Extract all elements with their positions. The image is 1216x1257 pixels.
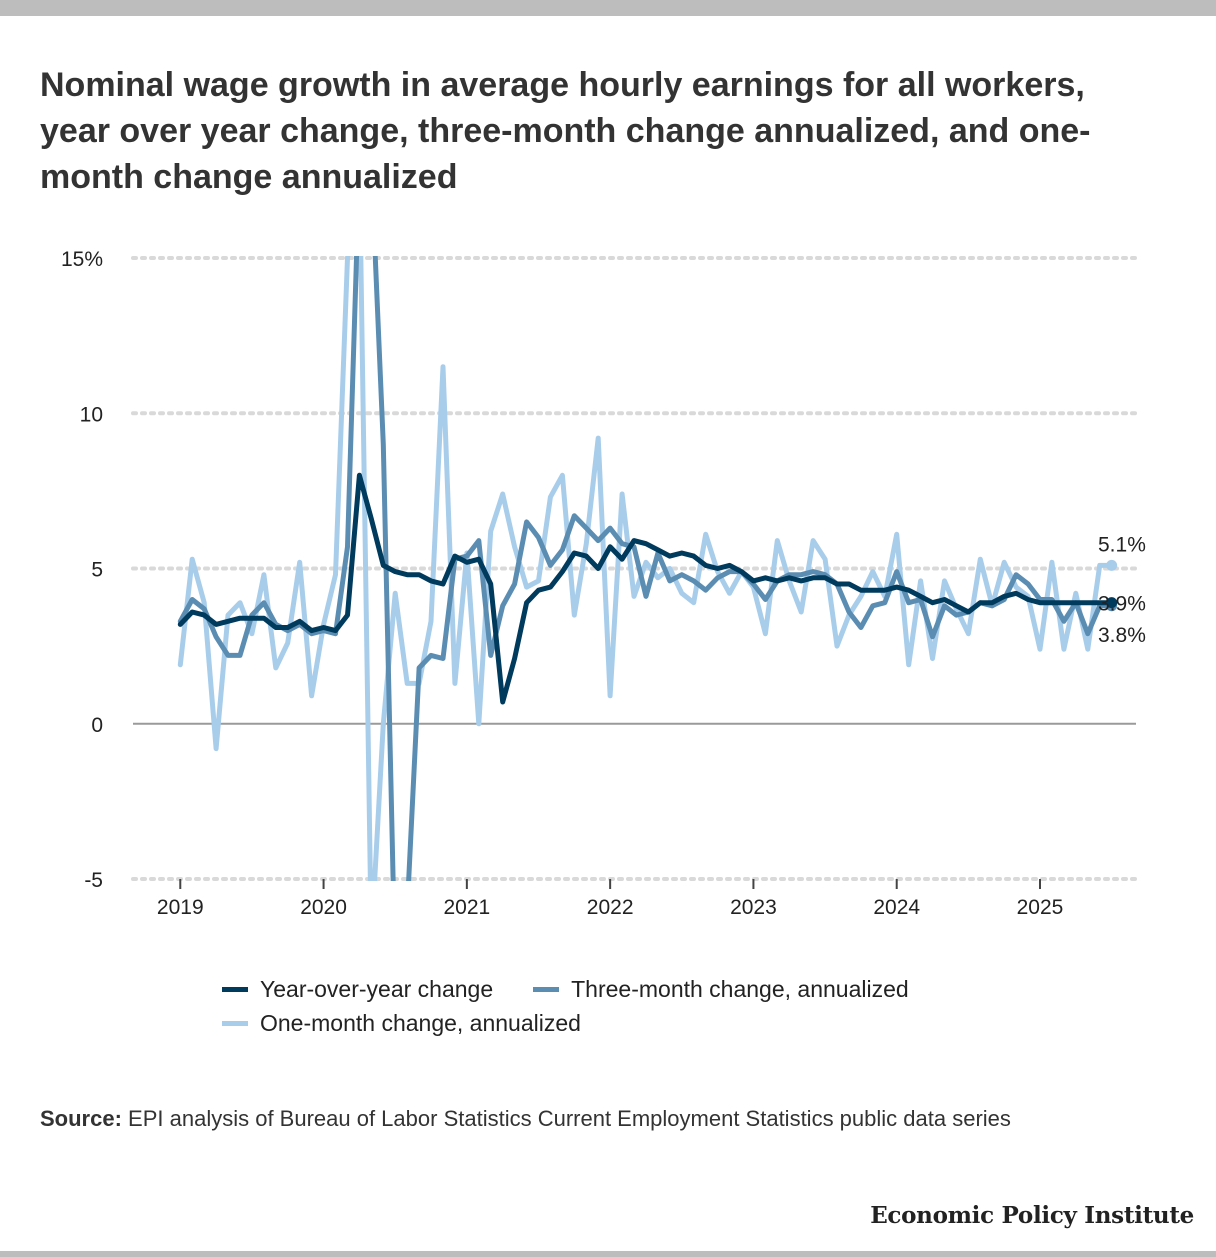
end-labels: 3.9% 3.8% 5.1% [1098, 533, 1146, 646]
legend-label-one-month: One-month change, annualized [260, 1009, 581, 1036]
x-axis-ticks: 2019 2020 2021 2022 2023 2024 2025 [157, 879, 1063, 919]
end-dot-yoy [1106, 597, 1118, 609]
x-tick-label: 2019 [157, 896, 204, 919]
chart-title: Nominal wage growth in average hourly ea… [40, 66, 1091, 196]
line-chart: 15% 10 5 0 -5 2019 2020 2021 2022 2023 2024 2025 3… [61, 248, 1146, 919]
source-label: Source: [40, 1106, 122, 1131]
source-text: EPI analysis of Bureau of Labor Statisti… [128, 1106, 1011, 1131]
y-tick-label: 15% [61, 248, 103, 271]
source-note: Source: EPI analysis of Bureau of Labor … [40, 1106, 1011, 1132]
end-dot-one-month [1106, 559, 1118, 571]
x-tick-label: 2022 [587, 896, 634, 919]
y-tick-label: -5 [84, 869, 103, 892]
legend: Year-over-year change Three-month change… [222, 972, 1122, 1040]
grid-lines [131, 256, 1138, 881]
x-tick-label: 2023 [730, 896, 777, 919]
top-border-bar [0, 0, 1216, 16]
y-tick-label: 5 [91, 559, 103, 582]
end-label-three-month: 3.8% [1098, 624, 1146, 647]
x-tick-label: 2025 [1017, 896, 1064, 919]
brand-logo-text: Economic Policy Institute [870, 1202, 1194, 1229]
legend-label-yoy: Year-over-year change [260, 975, 494, 1002]
legend-swatch-one-month [222, 1020, 248, 1026]
legend-label-three-month: Three-month change, annualized [571, 975, 909, 1002]
x-tick-label: 2020 [300, 896, 347, 919]
y-tick-label: 10 [80, 403, 103, 426]
y-tick-label: 0 [91, 714, 103, 737]
y-axis-ticks: 15% 10 5 0 -5 [61, 248, 103, 892]
legend-swatch-three-month [533, 986, 560, 992]
legend-item-three-month: Three-month change, annualized [533, 976, 909, 1003]
series-line-one-month [177, 256, 1115, 881]
series-lines [177, 256, 1118, 881]
end-label-one-month: 5.1% [1098, 533, 1146, 556]
x-tick-label: 2021 [443, 896, 490, 919]
x-tick-label: 2024 [873, 896, 920, 919]
series-line-yoy [177, 472, 1115, 705]
bottom-border-bar [0, 1251, 1216, 1257]
legend-item-one-month: One-month change, annualized [222, 1010, 581, 1037]
end-label-yoy: 3.9% [1098, 593, 1146, 616]
series-line-three-month [177, 256, 1115, 881]
legend-item-yoy: Year-over-year change [222, 976, 493, 1003]
legend-swatch-yoy [222, 986, 248, 992]
